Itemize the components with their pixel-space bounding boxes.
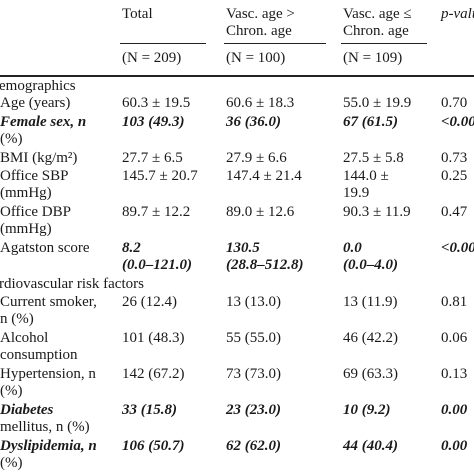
- row-agatston-label: Agatston score: [0, 240, 90, 256]
- row-alcohol-p: 0.06: [441, 330, 468, 346]
- row-bmi-total: 27.7 ± 6.5: [122, 150, 183, 166]
- row-dbp-label2: (mmHg): [0, 221, 52, 237]
- section-risk-factors: rdiovascular risk factors: [0, 276, 144, 292]
- row-female-label1: Female sex, n: [0, 114, 87, 130]
- header-vasc-le-line2: Chron. age: [343, 23, 409, 39]
- row-agatston-le1: 0.0: [343, 240, 362, 256]
- row-diab-p: 0.00: [441, 402, 468, 418]
- row-agatston-gt2: (28.8–512.8): [226, 257, 304, 273]
- row-dbp-p: 0.47: [441, 204, 468, 220]
- header-vasc-gt-line2: Chron. age: [226, 23, 292, 39]
- row-diab-label1: Diabetes: [0, 402, 54, 418]
- row-smoker-label1: Current smoker,: [0, 294, 97, 310]
- row-htn-le: 69 (63.3): [343, 366, 398, 382]
- row-sbp-gt: 147.4 ± 21.4: [226, 168, 302, 184]
- row-dbp-total: 89.7 ± 12.2: [122, 204, 191, 220]
- n-gt: (N = 100): [226, 50, 286, 66]
- row-agatston-total2: (0.0–121.0): [122, 257, 192, 273]
- header-p-value: p-valu: [441, 6, 474, 22]
- row-smoker-label2: n (%): [0, 311, 34, 327]
- row-smoker-gt: 13 (13.0): [226, 294, 281, 310]
- row-htn-gt: 73 (73.0): [226, 366, 281, 382]
- row-age-label: Age (years): [0, 95, 71, 111]
- row-bmi-le: 27.5 ± 5.8: [343, 150, 404, 166]
- row-age-le: 55.0 ± 19.9: [343, 95, 412, 111]
- row-agatston-gt1: 130.5: [226, 240, 260, 256]
- row-dysl-label2: (%): [0, 455, 23, 471]
- row-htn-total: 142 (67.2): [122, 366, 185, 382]
- row-sbp-label1: Office SBP: [0, 168, 69, 184]
- row-female-gt: 36 (36.0): [226, 114, 281, 130]
- row-htn-p: 0.13: [441, 366, 468, 382]
- row-agatston-le2: (0.0–4.0): [343, 257, 398, 273]
- row-alcohol-gt: 55 (55.0): [226, 330, 281, 346]
- row-female-total: 103 (49.3): [122, 114, 185, 130]
- row-dbp-le: 90.3 ± 11.9: [343, 204, 411, 220]
- row-sbp-total: 145.7 ± 20.7: [122, 168, 198, 184]
- row-alcohol-label1: Alcohol: [0, 330, 49, 346]
- row-age-p: 0.70: [441, 95, 468, 111]
- header-underline-total: [120, 43, 206, 44]
- row-age-gt: 60.6 ± 18.3: [226, 95, 295, 111]
- row-dysl-total: 106 (50.7): [122, 438, 185, 454]
- section-demographics: emographics: [0, 78, 76, 94]
- row-age-total: 60.3 ± 19.5: [122, 95, 191, 111]
- header-vasc-gt-line1: Vasc. age >: [226, 6, 295, 22]
- n-le: (N = 109): [343, 50, 403, 66]
- row-female-p: <0.00: [441, 114, 474, 130]
- row-female-le: 67 (61.5): [343, 114, 398, 130]
- row-alcohol-le: 46 (42.2): [343, 330, 398, 346]
- row-agatston-total1: 8.2: [122, 240, 141, 256]
- header-bottom-rule: [0, 75, 474, 77]
- row-sbp-label2: (mmHg): [0, 185, 52, 201]
- row-htn-label2: (%): [0, 383, 23, 399]
- header-underline-le: [341, 43, 427, 44]
- row-htn-label1: Hypertension, n: [0, 366, 96, 382]
- row-dysl-le: 44 (40.4): [343, 438, 398, 454]
- row-smoker-total: 26 (12.4): [122, 294, 177, 310]
- row-sbp-p: 0.25: [441, 168, 468, 184]
- row-bmi-label: BMI (kg/m²): [0, 150, 78, 166]
- n-total: (N = 209): [122, 50, 182, 66]
- row-diab-label2: mellitus, n (%): [0, 419, 90, 435]
- row-dysl-gt: 62 (62.0): [226, 438, 281, 454]
- row-agatston-p: <0.00: [441, 240, 474, 256]
- row-diab-gt: 23 (23.0): [226, 402, 281, 418]
- row-dysl-label1: Dyslipidemia, n: [0, 438, 97, 454]
- row-sbp-le2: 19.9: [343, 185, 370, 201]
- header-total: Total: [122, 6, 153, 22]
- header-vasc-le-line1: Vasc. age ≤: [343, 6, 412, 22]
- row-sbp-le1: 144.0 ±: [343, 168, 389, 184]
- row-bmi-p: 0.73: [441, 150, 468, 166]
- row-diab-total: 33 (15.8): [122, 402, 177, 418]
- row-smoker-le: 13 (11.9): [343, 294, 398, 310]
- row-bmi-gt: 27.9 ± 6.6: [226, 150, 287, 166]
- row-diab-le: 10 (9.2): [343, 402, 391, 418]
- row-alcohol-total: 101 (48.3): [122, 330, 185, 346]
- row-smoker-p: 0.81: [441, 294, 468, 310]
- row-alcohol-label2: consumption: [0, 347, 78, 363]
- row-dysl-p: 0.00: [441, 438, 468, 454]
- row-dbp-label1: Office DBP: [0, 204, 71, 220]
- row-dbp-gt: 89.0 ± 12.6: [226, 204, 295, 220]
- header-underline-gt: [224, 43, 326, 44]
- row-female-label2: (%): [0, 131, 23, 147]
